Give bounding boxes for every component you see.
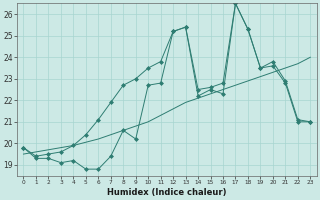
X-axis label: Humidex (Indice chaleur): Humidex (Indice chaleur) bbox=[107, 188, 227, 197]
